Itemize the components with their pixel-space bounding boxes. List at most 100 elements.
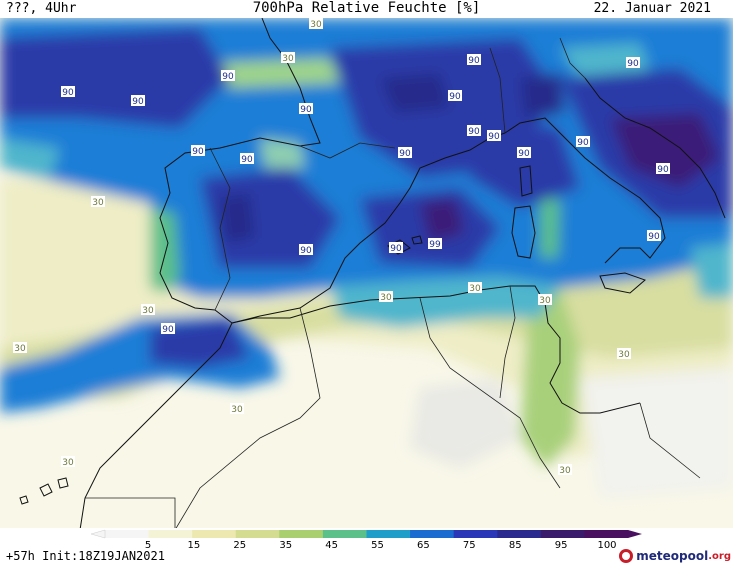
valid-time-label: ???, 4Uhr xyxy=(6,1,77,16)
svg-text:90: 90 xyxy=(468,127,480,137)
svg-text:90: 90 xyxy=(488,132,500,142)
contour-label: 30 xyxy=(61,456,75,468)
contour-label: 90 xyxy=(240,153,254,165)
contour-label: 90 xyxy=(467,54,481,66)
humidity-map: 90 90 90 90 90 90 90 90 90 90 90 90 90 90 90 90 90 99 90 90… xyxy=(0,18,733,530)
contour-label: 30 xyxy=(468,282,482,294)
borders xyxy=(85,37,701,530)
svg-text:90: 90 xyxy=(62,88,74,98)
color-legend: 5 15 25 35 45 55 65 75 85 95 100 xyxy=(90,529,642,550)
legend-tick-label: 65 xyxy=(417,540,430,550)
svg-text:90: 90 xyxy=(300,105,312,115)
contour-label: 90 xyxy=(517,147,531,159)
brand-tld: .org xyxy=(708,550,731,562)
svg-text:30: 30 xyxy=(92,198,104,208)
legend-arrow-low xyxy=(90,529,106,539)
contour-label: 90 xyxy=(626,57,640,69)
svg-text:30: 30 xyxy=(282,54,294,64)
svg-text:90: 90 xyxy=(222,72,234,82)
contour-label: 99 xyxy=(428,238,442,250)
contour-label-group: 90 90 90 90 90 90 90 90 90 90 90 90 90 90 90 90 90 99 90 90… xyxy=(13,18,670,476)
valid-date-label: 22. Januar 2021 xyxy=(593,1,711,16)
legend-swatch xyxy=(497,530,542,538)
humidity-field xyxy=(0,18,733,498)
svg-text:30: 30 xyxy=(539,296,551,306)
svg-text:90: 90 xyxy=(300,246,312,256)
legend-swatch xyxy=(279,530,324,538)
contour-label: 90 xyxy=(221,70,235,82)
svg-text:90: 90 xyxy=(468,56,480,66)
legend-swatch xyxy=(235,530,280,538)
legend-arrow-high xyxy=(628,530,642,538)
legend-swatch xyxy=(410,530,455,538)
svg-text:30: 30 xyxy=(469,284,481,294)
contour-label: 30 xyxy=(13,342,27,354)
coastlines xyxy=(19,18,726,530)
contour-label: 30 xyxy=(91,196,105,208)
header-bar: ???, 4Uhr 700hPa Relative Feuchte [%] 22… xyxy=(0,0,733,18)
chart-title: 700hPa Relative Feuchte [%] xyxy=(252,0,481,16)
contour-label: 30 xyxy=(281,52,295,64)
svg-text:99: 99 xyxy=(429,240,441,250)
contour-label: 30 xyxy=(558,464,572,476)
svg-text:90: 90 xyxy=(648,232,660,242)
legend-tick-label: 75 xyxy=(463,540,476,550)
legend-swatch xyxy=(148,530,193,538)
svg-text:30: 30 xyxy=(618,350,630,360)
legend-tick-label: 25 xyxy=(233,540,246,550)
contour-label: 90 xyxy=(131,95,145,107)
legend-tick-label: 35 xyxy=(279,540,292,550)
model-init-label: +57h Init:18Z19JAN2021 xyxy=(6,549,165,563)
contour-label: 90 xyxy=(647,230,661,242)
map-canvas: 90 90 90 90 90 90 90 90 90 90 90 90 90 90 90 90 90 99 90 90… xyxy=(0,18,733,530)
svg-text:90: 90 xyxy=(132,97,144,107)
footer-bar: 5 15 25 35 45 55 65 75 85 95 100 +57h Init:18Z19JA… xyxy=(0,528,733,566)
meteopool-logo-icon xyxy=(619,549,634,563)
svg-text:30: 30 xyxy=(231,405,243,415)
svg-text:30: 30 xyxy=(142,306,154,316)
contour-label: 30 xyxy=(230,403,244,415)
contour-label: 90 xyxy=(161,323,175,335)
contour-label: 30 xyxy=(379,291,393,303)
svg-text:90: 90 xyxy=(449,92,461,102)
contour-label: 90 xyxy=(448,90,462,102)
contour-label: 90 xyxy=(467,125,481,137)
svg-text:90: 90 xyxy=(241,155,253,165)
contour-label: 90 xyxy=(487,130,501,142)
legend-swatch xyxy=(453,530,498,538)
svg-text:90: 90 xyxy=(657,165,669,175)
legend-swatch xyxy=(105,530,150,538)
contour-label: 90 xyxy=(576,136,590,148)
legend-swatch xyxy=(366,530,411,538)
legend-tick-label: 100 xyxy=(597,540,616,550)
contour-label: 90 xyxy=(299,244,313,256)
contour-label: 90 xyxy=(389,242,403,254)
contour-label: 30 xyxy=(141,304,155,316)
legend-swatch xyxy=(540,530,585,538)
svg-text:90: 90 xyxy=(627,59,639,69)
legend-tick-label: 85 xyxy=(509,540,522,550)
legend-tick-label: 95 xyxy=(555,540,568,550)
svg-text:90: 90 xyxy=(399,149,411,159)
svg-text:90: 90 xyxy=(577,138,589,148)
contour-label: 30 xyxy=(538,294,552,306)
svg-text:30: 30 xyxy=(380,293,392,303)
contour-label: 30 xyxy=(309,18,323,30)
svg-text:90: 90 xyxy=(518,149,530,159)
legend-swatch xyxy=(584,530,629,538)
legend-tick-label: 5 xyxy=(145,540,151,550)
contour-label: 30 xyxy=(617,348,631,360)
contour-label: 90 xyxy=(398,147,412,159)
contour-label: 90 xyxy=(299,103,313,115)
svg-text:30: 30 xyxy=(559,466,571,476)
legend-tick-label: 15 xyxy=(188,540,201,550)
legend-tick-label: 55 xyxy=(371,540,384,550)
legend-swatch xyxy=(192,530,237,538)
legend-tick-label: 45 xyxy=(325,540,338,550)
svg-text:30: 30 xyxy=(310,20,322,30)
contour-label: 90 xyxy=(191,145,205,157)
svg-text:90: 90 xyxy=(162,325,174,335)
svg-text:30: 30 xyxy=(14,344,26,354)
legend-swatch xyxy=(322,530,367,538)
brand-logo-link[interactable]: meteopool .org xyxy=(619,547,731,565)
